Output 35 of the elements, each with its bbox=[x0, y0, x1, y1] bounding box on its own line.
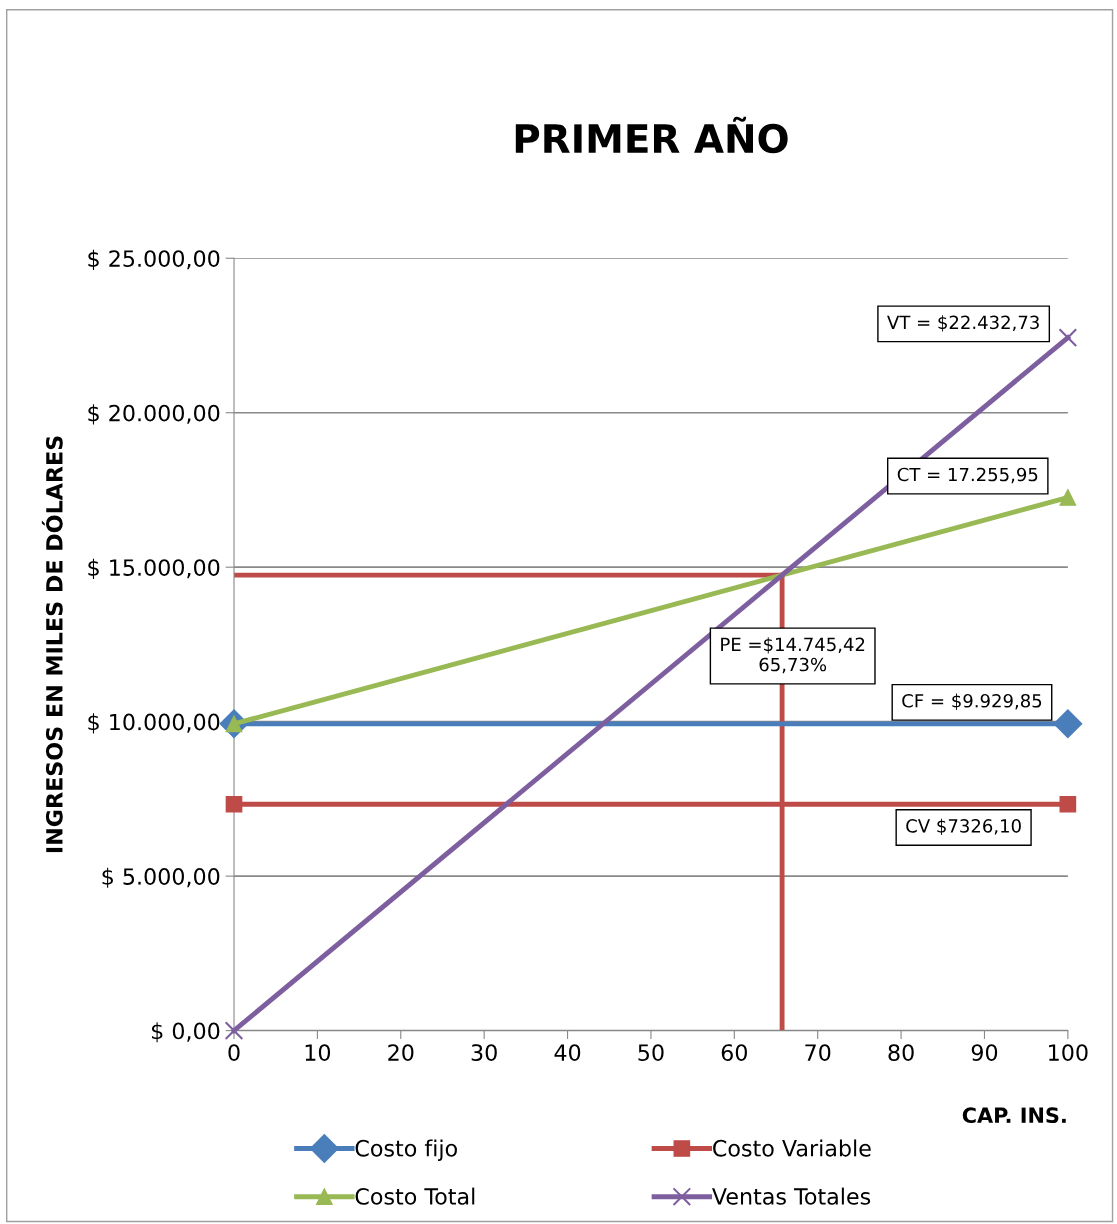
point bbox=[225, 795, 243, 813]
y-tick-label: $ 0,00 bbox=[151, 1022, 220, 1043]
y-tick-label: $ 15.000,00 bbox=[88, 558, 220, 579]
point bbox=[1059, 795, 1077, 813]
annotation: CF = $9.929,85 bbox=[902, 693, 1042, 710]
legend-label: Costo fijo bbox=[355, 1139, 457, 1161]
x-tick-label: 100 bbox=[1049, 1044, 1088, 1061]
x-tick-label: 0 bbox=[228, 1044, 240, 1061]
x-tick-label: 20 bbox=[388, 1044, 414, 1061]
legend-label: Ventas Totales bbox=[712, 1187, 871, 1205]
y-tick-label: $ 10.000,00 bbox=[88, 713, 220, 734]
x-tick-label: 90 bbox=[971, 1044, 998, 1061]
y-tick-label: $ 20.000,00 bbox=[88, 404, 220, 425]
legend-label: Costo Total bbox=[355, 1187, 475, 1205]
x-axis-title: CAP. INS. bbox=[962, 1107, 1066, 1124]
x-tick-label: 60 bbox=[721, 1044, 747, 1061]
point bbox=[1059, 489, 1077, 506]
x-tick-label: 70 bbox=[805, 1044, 831, 1061]
y-tick-label: $ 25.000,00 bbox=[88, 249, 220, 270]
legend-label: Costo Variable bbox=[713, 1139, 871, 1157]
annotation: CV $7326,10 bbox=[906, 818, 1021, 836]
x-tick-label: 30 bbox=[471, 1044, 497, 1061]
annotation: PE =$14.745,42 65,73% bbox=[721, 637, 865, 674]
x-tick-label: 40 bbox=[554, 1044, 581, 1061]
annotation: CT = 17.255,95 bbox=[897, 467, 1038, 484]
chart-title: PRIMER AÑO bbox=[515, 116, 788, 154]
x-tick-label: 80 bbox=[888, 1044, 914, 1061]
x-tick-label: 10 bbox=[305, 1044, 331, 1061]
y-tick-label: $ 5.000,00 bbox=[102, 867, 220, 888]
point bbox=[1053, 709, 1083, 739]
annotation: VT = $22.432,73 bbox=[887, 315, 1039, 332]
point bbox=[224, 1021, 244, 1040]
x-tick-label: 50 bbox=[638, 1044, 664, 1061]
y-axis-title: INGRESOS EN MILES DE DÓLARES bbox=[41, 436, 63, 853]
point bbox=[1058, 328, 1078, 347]
